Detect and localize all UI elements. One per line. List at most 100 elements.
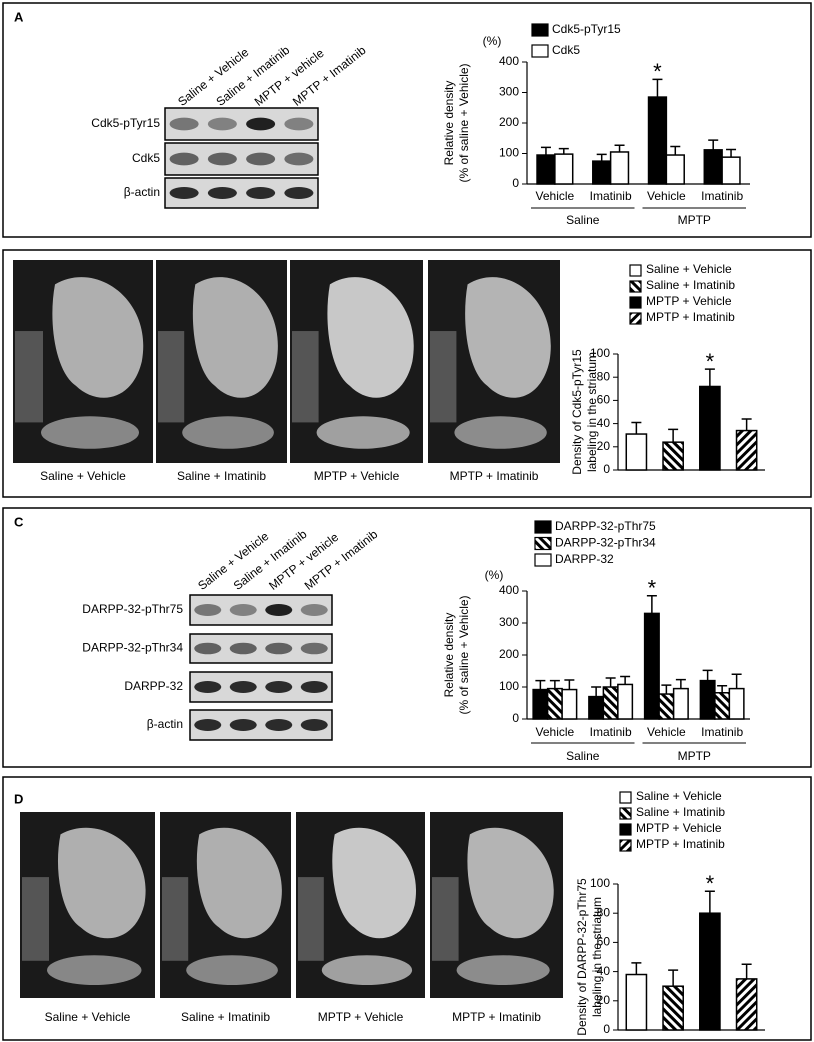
striatum bbox=[192, 277, 278, 398]
y-tick-label: 60 bbox=[597, 393, 611, 407]
error-bar bbox=[704, 890, 715, 914]
y-tick-label: 80 bbox=[597, 369, 611, 383]
x-tick-label: Vehicle bbox=[536, 189, 575, 203]
bar bbox=[602, 686, 619, 720]
panel-label: D bbox=[14, 791, 23, 806]
blot-band bbox=[246, 152, 276, 166]
image-caption: MPTP + Imatinib bbox=[452, 1010, 541, 1024]
blot-band bbox=[284, 152, 314, 166]
legend-label: Saline + Vehicle bbox=[646, 262, 732, 276]
error-bar bbox=[661, 684, 672, 695]
striatum bbox=[467, 827, 554, 939]
group-label: Saline bbox=[566, 749, 600, 763]
bar bbox=[625, 973, 648, 1031]
blot-band bbox=[300, 604, 328, 616]
y-tick-label: 100 bbox=[590, 346, 610, 360]
blot-row-label: β-actin bbox=[147, 717, 183, 731]
legend-swatch bbox=[619, 791, 632, 804]
error-bar bbox=[668, 428, 679, 443]
y-axis-label: labeling in the striatum bbox=[585, 352, 599, 472]
y-tick-label: 60 bbox=[597, 935, 611, 949]
error-bar bbox=[670, 145, 681, 156]
error-bar bbox=[702, 669, 713, 681]
bar bbox=[703, 149, 723, 185]
blot-band bbox=[169, 152, 199, 166]
significance-mark: * bbox=[648, 576, 657, 601]
image-caption: MPTP + Imatinib bbox=[450, 469, 539, 483]
y-tick-label: 20 bbox=[597, 439, 611, 453]
legend-label: Cdk5 bbox=[552, 43, 580, 57]
group-label: Saline bbox=[566, 213, 600, 227]
legend-label: Cdk5-pTyr15 bbox=[552, 22, 621, 36]
error-bar bbox=[620, 675, 631, 685]
blot-band bbox=[229, 642, 257, 655]
error-bar bbox=[741, 963, 752, 979]
legend-swatch bbox=[531, 23, 549, 37]
image-caption: Saline + Imatinib bbox=[177, 469, 266, 483]
bar bbox=[672, 687, 689, 720]
striatum bbox=[57, 827, 146, 939]
bar bbox=[625, 433, 648, 471]
legend-swatch bbox=[531, 44, 549, 58]
blot-band bbox=[194, 604, 222, 616]
tissue bbox=[182, 416, 274, 449]
legend-swatch bbox=[534, 536, 552, 551]
blot-band bbox=[169, 117, 199, 131]
cortex bbox=[15, 331, 43, 423]
error-bar bbox=[631, 421, 642, 435]
blot-band bbox=[265, 642, 293, 655]
blot-row-label: β-actin bbox=[124, 185, 160, 199]
blot-band bbox=[169, 187, 199, 199]
cortex bbox=[158, 331, 185, 423]
bar bbox=[735, 429, 758, 471]
bar bbox=[699, 679, 716, 720]
x-tick-label: Vehicle bbox=[647, 189, 686, 203]
bar bbox=[647, 96, 668, 185]
tissue bbox=[41, 416, 139, 449]
error-bar bbox=[708, 139, 719, 150]
panel-frame bbox=[2, 249, 812, 498]
group-label: MPTP bbox=[678, 213, 711, 227]
error-bar bbox=[596, 153, 607, 162]
legend-label: DARPP-32-pThr75 bbox=[555, 519, 656, 533]
bar bbox=[592, 160, 612, 185]
blot-strip bbox=[164, 107, 319, 141]
legend-label: Saline + Imatinib bbox=[646, 278, 735, 292]
legend-swatch bbox=[629, 280, 642, 293]
error-bar bbox=[605, 677, 616, 687]
cortex bbox=[430, 331, 457, 423]
panel-label: C bbox=[14, 514, 24, 529]
blot-row-label: DARPP-32-pThr75 bbox=[82, 602, 183, 616]
blot-row-label: Cdk5 bbox=[132, 151, 160, 165]
error-bar bbox=[591, 686, 602, 697]
y-tick-label: 0 bbox=[603, 462, 610, 476]
blot-band bbox=[284, 117, 314, 131]
error-bar bbox=[631, 962, 642, 975]
y-tick-label: 40 bbox=[597, 964, 611, 978]
error-bar bbox=[558, 147, 569, 155]
blot-band bbox=[194, 719, 222, 731]
image-caption: MPTP + Vehicle bbox=[314, 469, 400, 483]
error-bar bbox=[731, 673, 742, 689]
y-tick-label: 300 bbox=[499, 85, 519, 99]
legend-swatch bbox=[619, 839, 632, 852]
y-tick-label: 100 bbox=[590, 876, 610, 890]
blot-strip bbox=[189, 594, 333, 626]
cortex bbox=[22, 877, 49, 961]
error-bar bbox=[741, 418, 752, 431]
y-tick-label: 400 bbox=[499, 583, 519, 597]
legend-swatch bbox=[534, 520, 552, 534]
tissue bbox=[456, 955, 550, 985]
error-bar bbox=[646, 595, 657, 614]
blot-band bbox=[194, 681, 222, 693]
bar bbox=[721, 156, 741, 185]
blot-row-label: Cdk5-pTyr15 bbox=[91, 116, 160, 130]
x-tick-label: Vehicle bbox=[536, 725, 575, 739]
y-tick-label: 200 bbox=[499, 647, 519, 661]
tissue bbox=[321, 955, 413, 985]
bar bbox=[561, 688, 578, 720]
bar bbox=[735, 978, 758, 1031]
bar bbox=[536, 154, 556, 185]
image-caption: MPTP + Vehicle bbox=[318, 1010, 404, 1024]
bar bbox=[728, 687, 745, 720]
